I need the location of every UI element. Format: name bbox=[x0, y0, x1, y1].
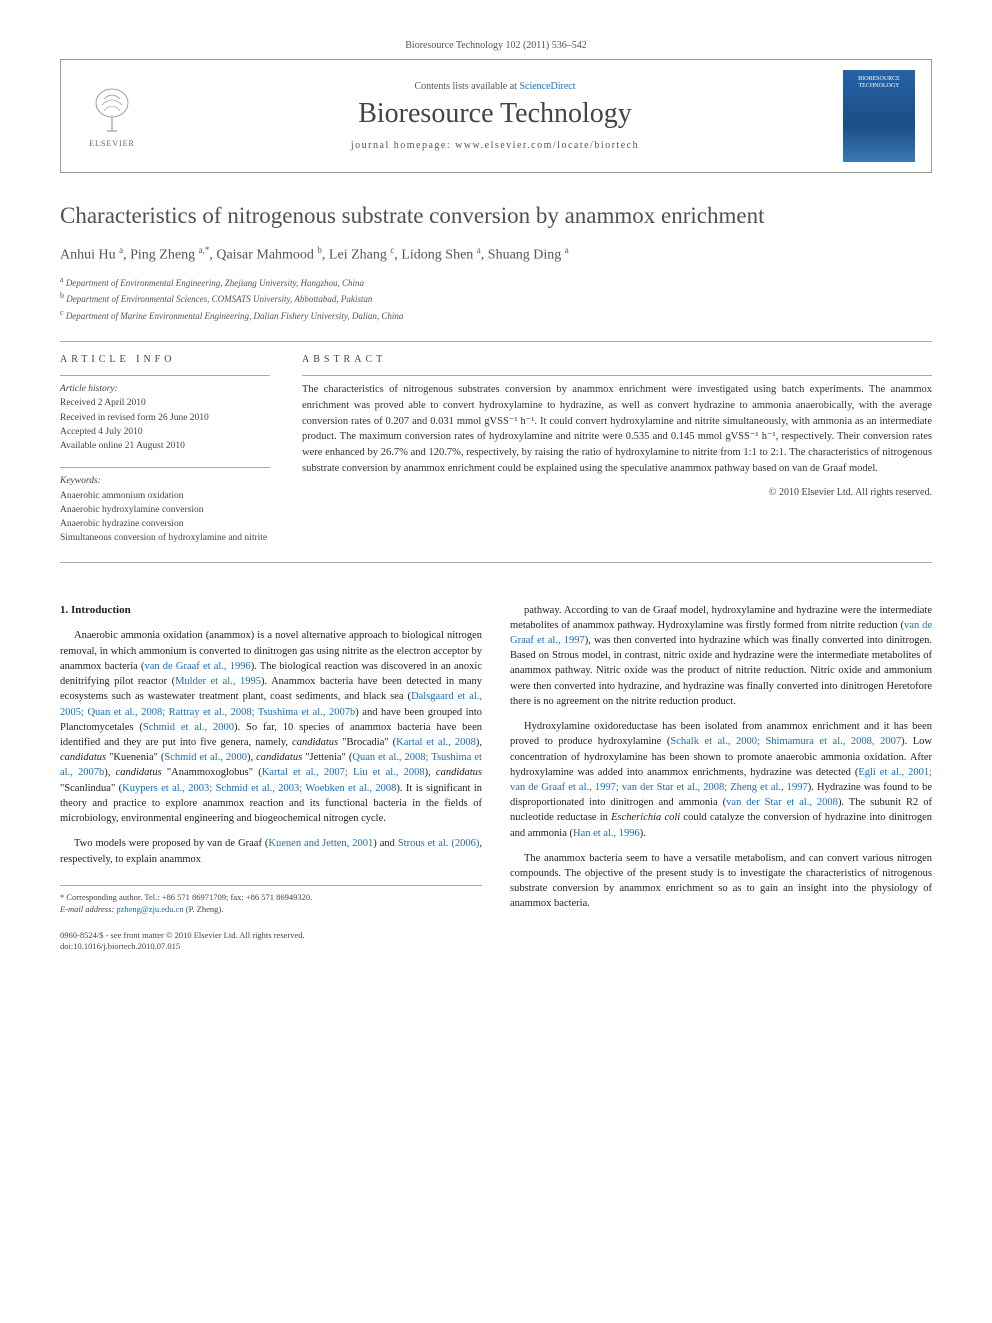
affiliation-line: b Department of Environmental Sciences, … bbox=[60, 290, 932, 307]
journal-reference: Bioresource Technology 102 (2011) 536–54… bbox=[60, 40, 932, 51]
history-label: Article history: bbox=[60, 382, 270, 396]
article-title: Characteristics of nitrogenous substrate… bbox=[60, 201, 932, 231]
introduction-heading: 1. Introduction bbox=[60, 603, 482, 619]
sciencedirect-link[interactable]: ScienceDirect bbox=[519, 81, 575, 92]
affiliation-line: a Department of Environmental Engineerin… bbox=[60, 274, 932, 291]
body-text-columns: 1. Introduction Anaerobic ammonia oxidat… bbox=[60, 603, 932, 954]
keyword-item: Anaerobic ammonium oxidation bbox=[60, 489, 270, 503]
journal-header-box: ELSEVIER Contents lists available at Sci… bbox=[60, 59, 932, 173]
elsevier-logo: ELSEVIER bbox=[77, 76, 147, 156]
contents-available-line: Contents lists available at ScienceDirec… bbox=[147, 81, 843, 92]
keyword-item: Anaerobic hydroxylamine conversion bbox=[60, 503, 270, 517]
journal-cover-thumbnail: BIORESOURCE TECHNOLOGY bbox=[843, 70, 915, 162]
article-info-heading: ARTICLE INFO bbox=[60, 354, 270, 365]
body-paragraph: pathway. According to van de Graaf model… bbox=[510, 603, 932, 710]
email-label: E-mail address: bbox=[60, 904, 114, 914]
elsevier-label: ELSEVIER bbox=[89, 139, 135, 148]
affiliations: a Department of Environmental Engineerin… bbox=[60, 274, 932, 324]
divider bbox=[60, 341, 932, 342]
article-info-column: ARTICLE INFO Article history: Received 2… bbox=[60, 354, 270, 546]
corresponding-line: * Corresponding author. Tel.: +86 571 86… bbox=[60, 892, 482, 904]
keywords-block: Keywords: Anaerobic ammonium oxidationAn… bbox=[60, 467, 270, 545]
corresponding-author-footer: * Corresponding author. Tel.: +86 571 86… bbox=[60, 885, 482, 916]
info-abstract-row: ARTICLE INFO Article history: Received 2… bbox=[60, 354, 932, 546]
cover-thumb-title: BIORESOURCE TECHNOLOGY bbox=[847, 76, 911, 89]
contents-prefix: Contents lists available at bbox=[414, 81, 519, 92]
body-left-column: 1. Introduction Anaerobic ammonia oxidat… bbox=[60, 603, 482, 954]
revised-date: Received in revised form 26 June 2010 bbox=[60, 411, 270, 425]
keyword-item: Simultaneous conversion of hydroxylamine… bbox=[60, 531, 270, 545]
elsevier-tree-icon bbox=[89, 85, 135, 137]
body-paragraph: The anammox bacteria seem to have a vers… bbox=[510, 851, 932, 912]
keywords-label: Keywords: bbox=[60, 474, 270, 488]
abstract-heading: ABSTRACT bbox=[302, 354, 932, 365]
accepted-date: Accepted 4 July 2010 bbox=[60, 425, 270, 439]
journal-name: Bioresource Technology bbox=[147, 98, 843, 130]
homepage-url[interactable]: www.elsevier.com/locate/biortech bbox=[455, 140, 639, 151]
email-address[interactable]: pzheng@zju.edu.cn bbox=[116, 904, 183, 914]
online-date: Available online 21 August 2010 bbox=[60, 439, 270, 453]
divider bbox=[60, 562, 932, 563]
abstract-column: ABSTRACT The characteristics of nitrogen… bbox=[302, 354, 932, 546]
keyword-item: Anaerobic hydrazine conversion bbox=[60, 517, 270, 531]
email-name: (P. Zheng). bbox=[186, 904, 224, 914]
doi-line: doi:10.1016/j.biortech.2010.07.015 bbox=[60, 941, 482, 953]
journal-homepage-line: journal homepage: www.elsevier.com/locat… bbox=[147, 140, 843, 151]
body-paragraph: Hydroxylamine oxidoreductase has been is… bbox=[510, 719, 932, 841]
issn-line: 0960-8524/$ - see front matter © 2010 El… bbox=[60, 930, 482, 942]
header-center: Contents lists available at ScienceDirec… bbox=[147, 81, 843, 151]
email-line: E-mail address: pzheng@zju.edu.cn (P. Zh… bbox=[60, 904, 482, 916]
received-date: Received 2 April 2010 bbox=[60, 396, 270, 410]
body-paragraph: Two models were proposed by van de Graaf… bbox=[60, 836, 482, 866]
body-right-column: pathway. According to van de Graaf model… bbox=[510, 603, 932, 954]
homepage-prefix: journal homepage: bbox=[351, 140, 455, 151]
copyright-line: © 2010 Elsevier Ltd. All rights reserved… bbox=[302, 487, 932, 498]
affiliation-line: c Department of Marine Environmental Eng… bbox=[60, 307, 932, 324]
article-history-block: Article history: Received 2 April 2010 R… bbox=[60, 375, 270, 453]
issn-doi-block: 0960-8524/$ - see front matter © 2010 El… bbox=[60, 930, 482, 954]
body-paragraph: Anaerobic ammonia oxidation (anammox) is… bbox=[60, 628, 482, 826]
abstract-text: The characteristics of nitrogenous subst… bbox=[302, 375, 932, 477]
authors-list: Anhui Hu a, Ping Zheng a,*, Qaisar Mahmo… bbox=[60, 245, 932, 264]
